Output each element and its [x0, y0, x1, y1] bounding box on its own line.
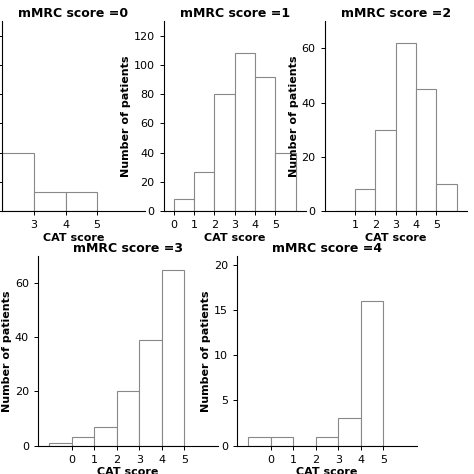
Bar [65, 192, 97, 211]
X-axis label: CAT score: CAT score [204, 233, 265, 243]
Y-axis label: Number of patients: Number of patients [201, 290, 211, 411]
Bar [194, 172, 214, 211]
Bar [375, 130, 396, 211]
Y-axis label: Number of patients: Number of patients [2, 290, 12, 411]
Title: mMRC score =0: mMRC score =0 [18, 7, 128, 20]
X-axis label: CAT score: CAT score [296, 467, 358, 474]
Bar [416, 89, 437, 211]
Title: mMRC score =2: mMRC score =2 [341, 7, 451, 20]
Y-axis label: Number of patients: Number of patients [120, 55, 131, 177]
Bar [2, 153, 34, 211]
Bar [338, 419, 361, 446]
X-axis label: CAT score: CAT score [365, 233, 427, 243]
Bar [255, 77, 275, 211]
Bar [117, 392, 139, 446]
Bar [214, 94, 235, 211]
Title: mMRC score =4: mMRC score =4 [272, 242, 382, 255]
Bar [162, 270, 184, 446]
Bar [271, 437, 293, 446]
Bar [139, 340, 162, 446]
X-axis label: CAT score: CAT score [43, 233, 104, 243]
Title: mMRC score =3: mMRC score =3 [73, 242, 183, 255]
Bar [396, 43, 416, 211]
Bar [34, 192, 65, 211]
Bar [94, 427, 117, 446]
Title: mMRC score =1: mMRC score =1 [180, 7, 290, 20]
Bar [248, 437, 271, 446]
Bar [275, 153, 296, 211]
Bar [437, 184, 457, 211]
Bar [72, 438, 94, 446]
Bar [235, 54, 255, 211]
Y-axis label: Number of patients: Number of patients [289, 55, 299, 177]
X-axis label: CAT score: CAT score [97, 467, 159, 474]
Bar [173, 199, 194, 211]
Bar [355, 189, 375, 211]
Bar [361, 301, 383, 446]
Bar [49, 443, 72, 446]
Bar [316, 437, 338, 446]
